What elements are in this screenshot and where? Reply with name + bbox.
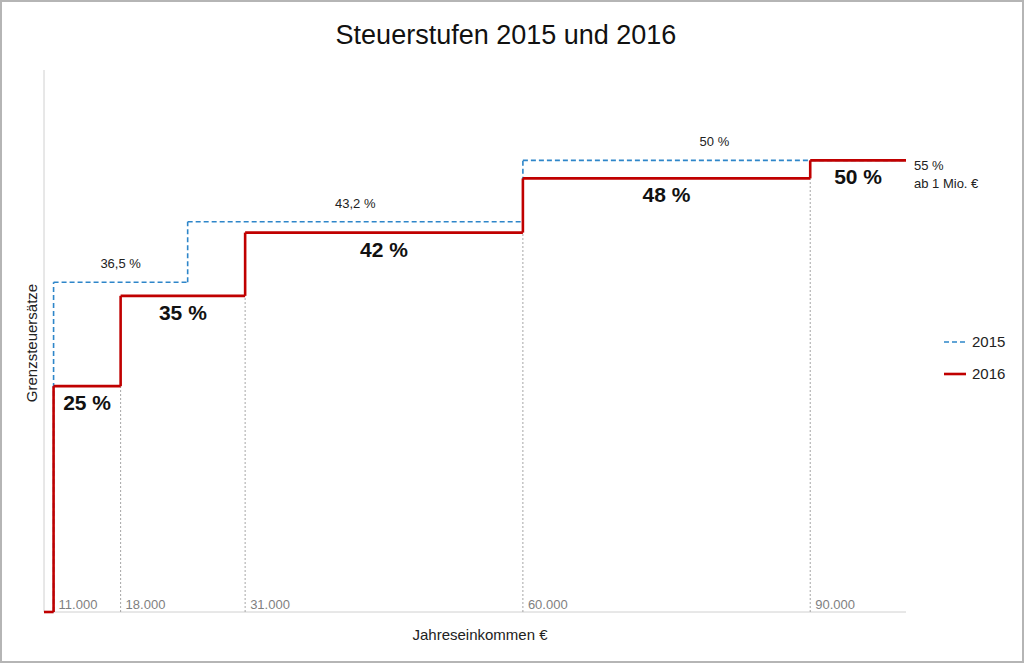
y-axis-label: Grenzsteuersätze <box>23 284 40 402</box>
step-segment <box>523 177 810 180</box>
step-segment <box>523 160 906 162</box>
frame <box>1 1 1023 662</box>
x-axis-label: Jahreseinkommen € <box>412 626 548 643</box>
step-riser <box>119 296 122 386</box>
step-segment <box>54 281 188 283</box>
x-tick-label: 60.000 <box>528 597 568 612</box>
annotation: 55 % <box>914 158 944 173</box>
step-segment <box>810 159 906 162</box>
x-axis <box>44 612 906 613</box>
data-label: 36,5 % <box>100 256 141 271</box>
x-tick-label: 31.000 <box>250 597 290 612</box>
step-segment <box>188 221 523 223</box>
data-label: 25 % <box>63 391 111 414</box>
step-riser <box>53 282 55 612</box>
legend-swatch <box>944 373 966 376</box>
data-label: 48 % <box>643 183 691 206</box>
data-label: 50 % <box>700 134 730 149</box>
step-segment <box>44 611 54 613</box>
legend-label: 2015 <box>972 333 1005 350</box>
chart: Steuerstufen 2015 und 2016 11.000 18.000 31… <box>0 0 1024 663</box>
y-axis <box>44 70 45 612</box>
grid-line <box>53 386 54 612</box>
legend-label: 2016 <box>972 365 1005 382</box>
series-0 <box>44 160 906 612</box>
x-tick-label: 11.000 <box>59 597 98 612</box>
grid-line <box>810 160 811 612</box>
data-label: 35 % <box>159 301 207 324</box>
step-segment <box>54 385 121 388</box>
grid-line <box>245 233 246 612</box>
data-label: 43,2 % <box>335 196 376 211</box>
series-group <box>44 160 906 612</box>
step-riser <box>244 233 247 296</box>
data-label: 50 % <box>834 165 882 188</box>
annotation: ab 1 Mio. € <box>914 176 979 191</box>
x-tick-label: 90.000 <box>815 597 855 612</box>
labels-group: 36,5 % 43,2 % 50 % 25 % 35 % 42 % 48 % 50 % <box>63 134 882 414</box>
grid-line <box>522 178 523 612</box>
step-riser <box>187 222 189 283</box>
step-riser <box>522 178 525 232</box>
data-label: 42 % <box>360 238 408 261</box>
step-segment <box>121 295 246 298</box>
step-segment <box>44 611 54 614</box>
grid-line <box>120 296 121 612</box>
legend-swatch <box>944 341 966 343</box>
step-segment <box>245 231 523 234</box>
step-riser <box>809 160 812 178</box>
title: Steuerstufen 2015 und 2016 <box>336 20 677 50</box>
series-1 <box>44 160 906 612</box>
x-tick-label: 18.000 <box>126 597 166 612</box>
step-riser <box>52 386 55 612</box>
